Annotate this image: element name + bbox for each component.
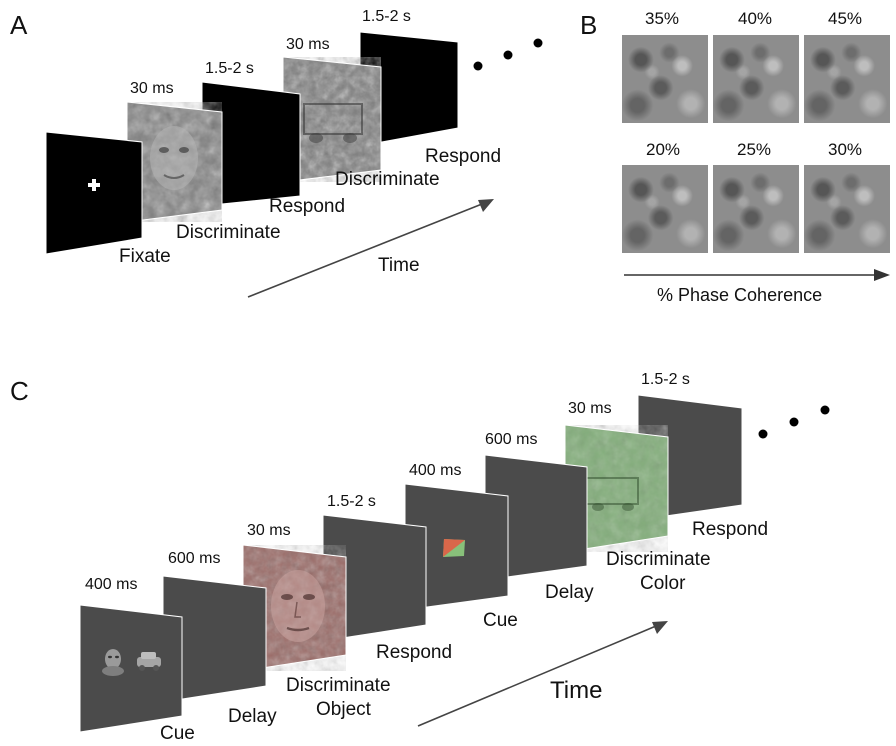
- panel-c-duration-2: 600 ms: [168, 550, 221, 567]
- panel-a-continuation-dots: [473, 38, 543, 71]
- panel-c-duration-7: 30 ms: [568, 400, 612, 417]
- panel-a-time-arrow: [247, 199, 494, 298]
- panel-a-letter: A: [10, 10, 28, 40]
- phase-coherence-thumb-35: [622, 35, 708, 123]
- panel-c-label-discriminate-object-line2: Object: [316, 699, 371, 720]
- phase-coherence-thumb-30: [804, 165, 890, 253]
- panel-b-label-20: 20%: [646, 140, 681, 159]
- panel-b-letter: B: [580, 10, 598, 40]
- panel-a-time-label: Time: [378, 255, 420, 276]
- panel-a-label-fixate: Fixate: [119, 246, 171, 267]
- panel-b-label-25: 25%: [737, 140, 772, 159]
- panel-a-duration-3: 1.5-2 s: [205, 60, 254, 77]
- panel-a-label-discriminate-2: Discriminate: [335, 169, 440, 190]
- phase-coherence-thumb-20: [622, 165, 708, 253]
- panel-c-label-cue-1: Cue: [160, 723, 195, 744]
- panel-c-label-respond-1: Respond: [376, 642, 453, 663]
- panel-c-label-respond-2: Respond: [692, 519, 769, 540]
- panel-c-label-discriminate-color-line1: Discriminate: [606, 549, 711, 570]
- panel-c-duration-4: 1.5-2 s: [327, 493, 376, 510]
- panel-c-label-delay-1: Delay: [228, 706, 277, 727]
- panel-b-label-40: 40%: [738, 9, 773, 28]
- panel-c-duration-6: 600 ms: [485, 431, 538, 448]
- panel-a-duration-4: 30 ms: [286, 36, 330, 53]
- panel-a-frame-2-noisy-face: [126, 101, 223, 223]
- panel-a-frame-1-fixate: [45, 131, 143, 255]
- panel-c-duration-1: 400 ms: [85, 576, 138, 593]
- panel-b-axis-label: % Phase Coherence: [657, 285, 823, 305]
- panel-a-label-respond-2: Respond: [425, 146, 502, 167]
- panel-b-label-30: 30%: [828, 140, 863, 159]
- panel-c-frame-1-object-cue: [79, 604, 183, 733]
- phase-coherence-thumb-40: [713, 35, 799, 123]
- panel-c-continuation-dots: [758, 405, 830, 439]
- panel-c-label-delay-2: Delay: [545, 582, 594, 603]
- panel-c-label-cue-2: Cue: [483, 610, 518, 631]
- phase-coherence-thumb-45: [804, 35, 890, 123]
- panel-c-time-arrow: [417, 621, 668, 727]
- panel-c-frame-5-color-cue: [404, 483, 509, 611]
- panel-b-label-45: 45%: [828, 9, 863, 28]
- panel-a-label-respond-1: Respond: [269, 196, 346, 217]
- panel-c-label-discriminate-color-line2: Color: [640, 573, 686, 594]
- panel-b-label-35: 35%: [645, 9, 680, 28]
- panel-a-label-discriminate-1: Discriminate: [176, 222, 281, 243]
- panel-a-duration-2: 30 ms: [130, 80, 174, 97]
- panel-c-label-discriminate-object-line1: Discriminate: [286, 675, 391, 696]
- panel-c-letter: C: [10, 376, 29, 406]
- panel-a-duration-5: 1.5-2 s: [362, 8, 411, 25]
- panel-c-frame-3-red-noisy-face: [242, 544, 347, 672]
- panel-a-frame-4-noisy-car: [282, 56, 382, 183]
- panel-c-duration-8: 1.5-2 s: [641, 371, 690, 388]
- panel-c-frame-7-green-noisy-car: [564, 424, 669, 553]
- phase-coherence-thumb-25: [713, 165, 799, 253]
- panel-b-coherence-arrow: [624, 269, 890, 281]
- panel-c-time-label: Time: [550, 677, 603, 704]
- panel-c-duration-5: 400 ms: [409, 462, 462, 479]
- panel-c-duration-3: 30 ms: [247, 522, 291, 539]
